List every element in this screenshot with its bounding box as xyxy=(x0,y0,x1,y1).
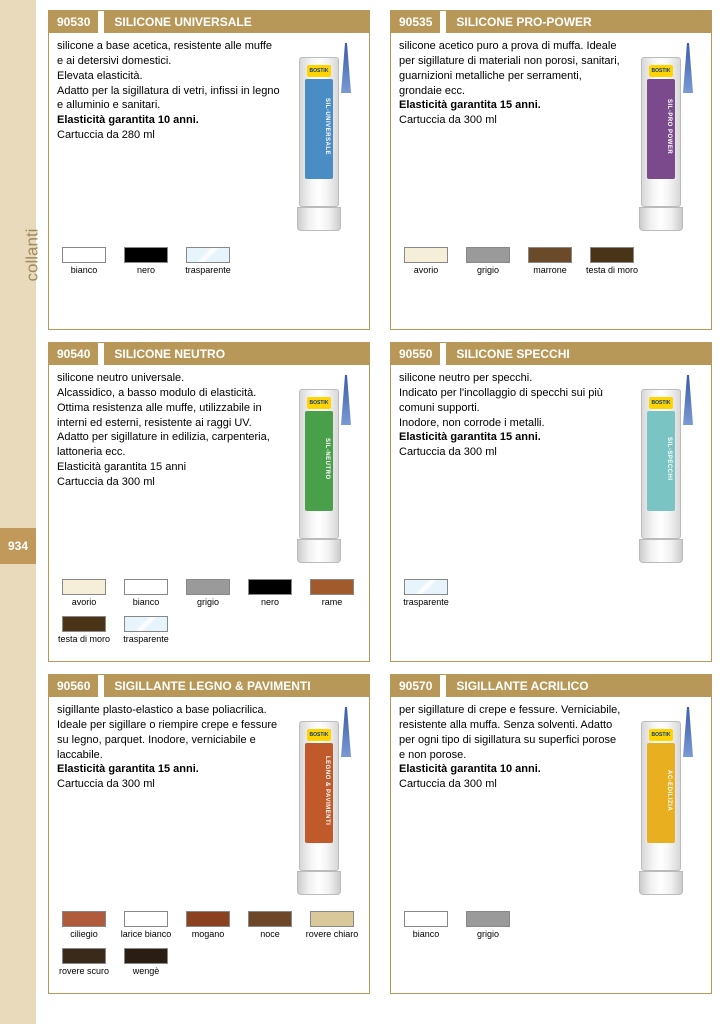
product-image: BOSTIKSIL-SPECCHI xyxy=(629,371,703,571)
swatch-mogano: mogano xyxy=(181,911,235,940)
color-swatches: avorio grigio marrone testa di moro xyxy=(391,247,711,276)
product-description: sigillante plasto-elastico a base poliac… xyxy=(57,703,281,903)
product-image: BOSTIKLEGNO & PAVIMENTI xyxy=(287,703,361,903)
swatch-larice_bianco: larice bianco xyxy=(119,911,173,940)
product-card: 90530 SILICONE UNIVERSALE silicone a base … xyxy=(48,10,370,330)
swatch-wenge: wengè xyxy=(119,948,173,977)
product-code: 90560 xyxy=(49,675,98,697)
swatch-rovere_scuro: rovere scuro xyxy=(57,948,111,977)
swatch-testa_di_moro: testa di moro xyxy=(585,247,639,276)
product-code: 90570 xyxy=(391,675,440,697)
color-swatches: avorio bianco grigio nero rame testa di moro t… xyxy=(49,579,369,645)
swatch-trasparente: trasparente xyxy=(399,579,453,608)
swatch-avorio: avorio xyxy=(399,247,453,276)
swatch-nero: nero xyxy=(119,247,173,276)
product-description: silicone a base acetica, resistente alle… xyxy=(57,39,281,239)
product-title: SILICONE UNIVERSALE xyxy=(104,11,369,33)
product-description: per sigillature di crepe e fessure. Vern… xyxy=(399,703,623,903)
product-title: SILICONE PRO-POWER xyxy=(446,11,711,33)
swatch-nero: nero xyxy=(243,579,297,608)
product-description: silicone neutro per specchi.Indicato per… xyxy=(399,371,623,571)
swatch-grigio: grigio xyxy=(181,579,235,608)
swatch-bianco: bianco xyxy=(119,579,173,608)
product-card: 90550 SILICONE SPECCHI silicone neutro per… xyxy=(390,342,712,662)
swatch-ciliegio: ciliegio xyxy=(57,911,111,940)
swatch-noce: noce xyxy=(243,911,297,940)
product-grid: 90530 SILICONE UNIVERSALE silicone a base … xyxy=(48,0,724,1004)
color-swatches: bianco grigio xyxy=(391,911,711,940)
swatch-grigio: grigio xyxy=(461,911,515,940)
swatch-trasparente: trasparente xyxy=(119,616,173,645)
color-swatches: bianco nero trasparente xyxy=(49,247,369,276)
product-image: BOSTIKSIL-UNIVERSALE xyxy=(287,39,361,239)
product-code: 90535 xyxy=(391,11,440,33)
product-card: 90570 SIGILLANTE ACRILICO per sigillature … xyxy=(390,674,712,994)
product-card: 90540 SILICONE NEUTRO silicone neutro univ… xyxy=(48,342,370,662)
product-title: SILICONE SPECCHI xyxy=(446,343,711,365)
product-card: 90560 SIGILLANTE LEGNO & PAVIMENTI sigilla… xyxy=(48,674,370,994)
product-code: 90530 xyxy=(49,11,98,33)
product-code: 90540 xyxy=(49,343,98,365)
product-code: 90550 xyxy=(391,343,440,365)
color-swatches: trasparente xyxy=(391,579,711,608)
swatch-testa_di_moro: testa di moro xyxy=(57,616,111,645)
color-swatches: ciliegio larice bianco mogano noce rovere ch… xyxy=(49,911,369,977)
page-number: 934 xyxy=(0,528,36,564)
product-description: silicone neutro universale.Alcassidico, … xyxy=(57,371,281,571)
category-label: collanti xyxy=(22,229,42,282)
product-title: SIGILLANTE LEGNO & PAVIMENTI xyxy=(104,675,369,697)
product-title: SILICONE NEUTRO xyxy=(104,343,369,365)
product-image: BOSTIKAC-EDILIZIA xyxy=(629,703,703,903)
product-card: 90535 SILICONE PRO-POWER silicone acetico … xyxy=(390,10,712,330)
sidebar: collanti 934 xyxy=(0,0,36,1024)
swatch-trasparente: trasparente xyxy=(181,247,235,276)
swatch-rame: rame xyxy=(305,579,359,608)
swatch-rovere_chiaro: rovere chiaro xyxy=(305,911,359,940)
product-title: SIGILLANTE ACRILICO xyxy=(446,675,711,697)
swatch-bianco: bianco xyxy=(399,911,453,940)
swatch-avorio: avorio xyxy=(57,579,111,608)
product-image: BOSTIKSIL-NEUTRO xyxy=(287,371,361,571)
swatch-grigio: grigio xyxy=(461,247,515,276)
swatch-bianco: bianco xyxy=(57,247,111,276)
swatch-marrone: marrone xyxy=(523,247,577,276)
product-image: BOSTIKSIL-PRO POWER xyxy=(629,39,703,239)
product-description: silicone acetico puro a prova di muffa. … xyxy=(399,39,623,239)
